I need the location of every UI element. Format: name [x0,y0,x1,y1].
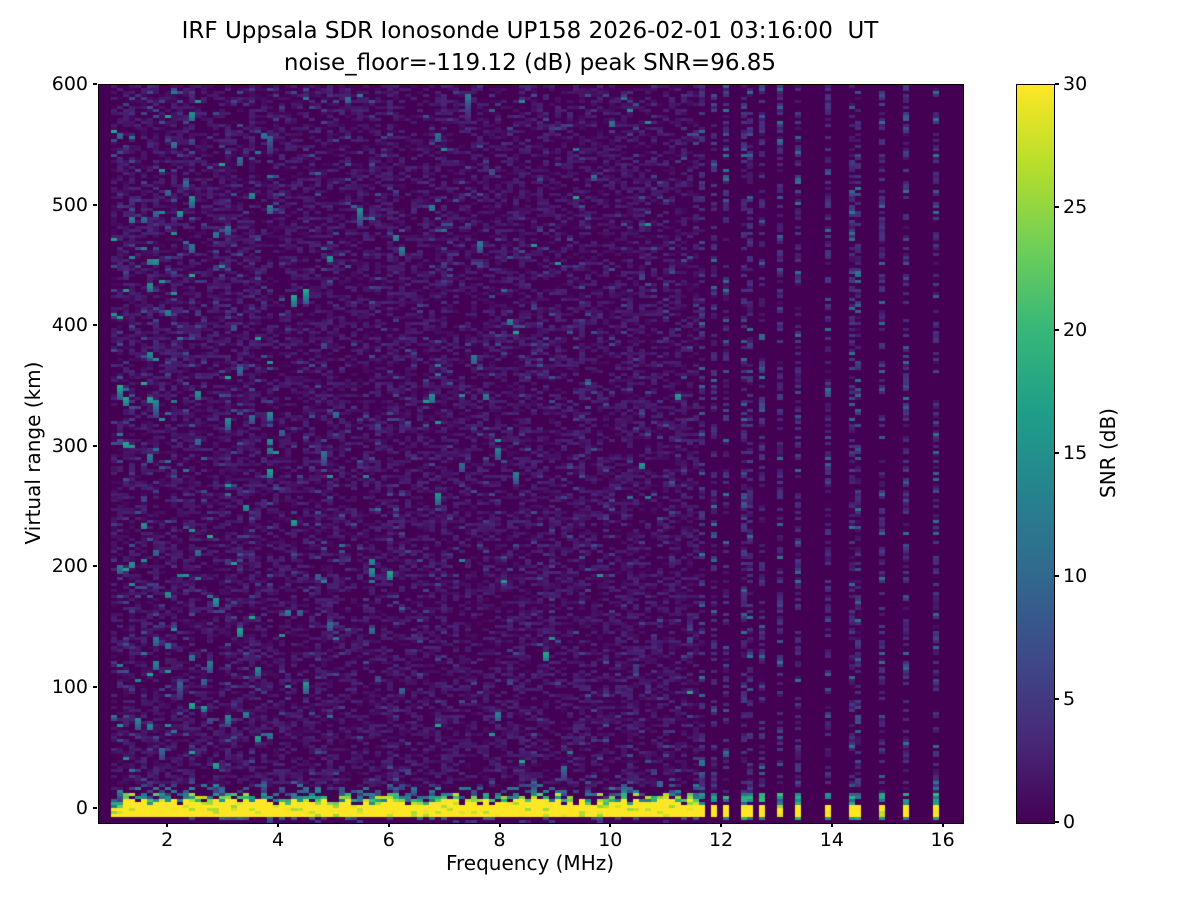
colorbar-tick [1055,575,1059,577]
colorbar-tick [1055,83,1059,85]
x-tick-label: 8 [493,829,506,851]
x-tick [941,823,944,827]
y-tick-label: 500 [51,193,88,216]
chart-title: IRF Uppsala SDR Ionosonde UP158 2026-02-… [181,18,879,44]
x-axis-label: Frequency (MHz) [445,851,615,875]
x-tick [830,823,833,827]
x-tick [387,823,390,827]
x-tick [720,823,723,827]
y-tick [93,806,97,809]
y-tick [93,203,97,206]
y-tick [93,565,97,568]
y-tick [93,444,97,447]
colorbar-tick [1055,821,1059,823]
y-tick [93,685,97,688]
colorbar-tick [1055,698,1059,700]
colorbar-tick-label: 15 [1063,442,1088,464]
x-tick [609,823,612,827]
x-tick-label: 16 [930,829,955,851]
x-tick-label: 2 [161,829,174,851]
y-tick-label: 400 [51,314,88,337]
x-tick [277,823,279,827]
x-tick-label: 12 [708,829,734,851]
ionogram-heatmap-canvas [99,85,963,823]
colorbar-tick-label: 30 [1063,73,1088,95]
x-tick-label: 4 [271,829,285,851]
x-tick-label: 14 [819,829,844,851]
x-tick-label: 10 [598,829,623,851]
plot-area [98,84,964,824]
y-tick-label: 300 [51,434,88,457]
x-tick [166,823,169,827]
y-tick-label: 100 [51,675,88,698]
y-tick [93,324,97,327]
y-tick-label: 0 [75,796,88,819]
colorbar-tick-label: 25 [1063,196,1088,218]
colorbar-tick [1055,329,1059,331]
y-tick-label: 600 [51,73,88,95]
colorbar [1016,84,1055,824]
colorbar-tick [1055,452,1059,454]
colorbar-tick-label: 20 [1063,319,1088,341]
colorbar-tick-label: 5 [1063,688,1076,710]
colorbar-tick-label: 0 [1063,811,1076,833]
colorbar-tick [1055,206,1059,208]
y-tick [93,83,97,85]
colorbar-tick-label: 10 [1063,565,1088,587]
y-tick-label: 200 [51,555,88,578]
chart-subtitle: noise_floor=-119.12 (dB) peak SNR=96.85 [283,50,777,76]
x-tick-label: 6 [382,829,395,851]
x-tick [498,823,501,827]
